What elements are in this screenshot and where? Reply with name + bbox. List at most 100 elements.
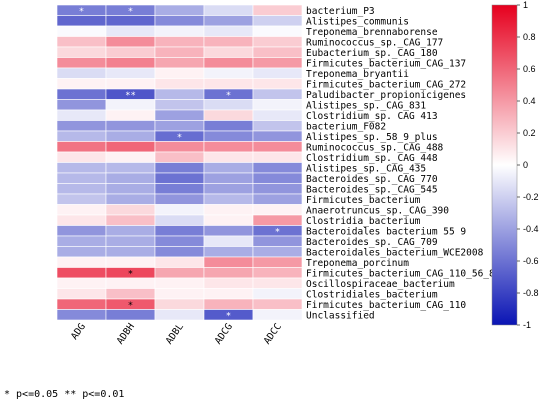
- heatmap-cell: [154, 204, 205, 216]
- heatmap-cell: [154, 183, 205, 195]
- heatmap-cell: [252, 25, 303, 37]
- significance-mark: *: [128, 301, 133, 311]
- heatmap-cell: [154, 36, 205, 48]
- heatmap-cell: [252, 267, 303, 279]
- heatmap-cell: [105, 78, 156, 90]
- heatmap-cell: [203, 57, 254, 69]
- row-label: Treponema_bryantii: [306, 69, 409, 80]
- colorbar-tick-label: 0.8: [523, 32, 536, 42]
- heatmap-cell: [203, 141, 254, 153]
- row-label: Ruminococcus_sp._CAG_488: [306, 142, 444, 153]
- row-label: Treponema_brennaborense: [306, 27, 438, 38]
- heatmap-cell: [154, 246, 205, 258]
- heatmap-cell: [252, 151, 303, 163]
- heatmap-cell: [154, 67, 205, 79]
- heatmap-cell: [203, 78, 254, 90]
- heatmap-cell: [105, 36, 156, 48]
- heatmap-cell: [105, 288, 156, 300]
- heatmap-cell: [154, 15, 205, 27]
- heatmap-cell: [56, 214, 107, 226]
- heatmap-cell: [203, 67, 254, 79]
- heatmap-cell: [252, 288, 303, 300]
- heatmap-cell: [56, 46, 107, 58]
- row-label: Treponema_porcinum: [306, 258, 409, 269]
- heatmap-cell: [56, 78, 107, 90]
- heatmap-cell: [203, 235, 254, 247]
- colorbar-tick-label: -0.2: [523, 192, 539, 202]
- heatmap-cell: [252, 130, 303, 142]
- row-label: Oscillospiraceae_bacterium: [306, 279, 455, 290]
- heatmap-cell: [105, 204, 156, 216]
- heatmap-cell: [154, 151, 205, 163]
- heatmap-cell: [105, 109, 156, 121]
- heatmap-cell: [105, 225, 156, 237]
- row-label: Paludibacter_propionicigenes: [306, 90, 466, 101]
- row-label: Firmicutes_bacterium_CAG_137: [306, 58, 466, 69]
- heatmap-cell: [154, 214, 205, 226]
- heatmap-cell: [105, 67, 156, 79]
- heatmap-cell: [105, 172, 156, 184]
- row-label: Clostridium_sp._CAG_448: [306, 153, 438, 164]
- heatmap-cell: [154, 99, 205, 111]
- row-label: Ruminococcus_sp._CAG_177: [306, 37, 443, 48]
- colorbar-tick-label: 0.6: [523, 64, 536, 74]
- heatmap-cell: [56, 36, 107, 48]
- heatmap-cell: [105, 57, 156, 69]
- colorbar-tick-label: -1: [523, 320, 531, 330]
- heatmap-cell: [203, 130, 254, 142]
- heatmap-cell: [203, 256, 254, 268]
- heatmap-cell: [56, 246, 107, 258]
- significance-mark: *: [128, 269, 133, 279]
- heatmap-cell: [252, 57, 303, 69]
- heatmap-cell: [154, 309, 205, 321]
- heatmap-cell: [105, 130, 156, 142]
- heatmap-cell: [203, 15, 254, 27]
- significance-mark: *: [275, 227, 280, 237]
- column-label: ADCG: [213, 321, 235, 346]
- heatmap-cell: [56, 193, 107, 205]
- heatmap-cell: [203, 25, 254, 37]
- heatmap-cell: [252, 277, 303, 289]
- heatmap-cell: [203, 246, 254, 258]
- heatmap-cell: [252, 120, 303, 132]
- heatmap-cell: [252, 298, 303, 310]
- significance-mark: *: [128, 7, 133, 17]
- heatmap-cell: [105, 46, 156, 58]
- heatmap-cell: [154, 267, 205, 279]
- heatmap-cell: [154, 46, 205, 58]
- heatmap-cell: [56, 99, 107, 111]
- heatmap-cell: [203, 193, 254, 205]
- heatmap-cell: [154, 172, 205, 184]
- heatmap-cell: [203, 99, 254, 111]
- heatmap-cell: [56, 151, 107, 163]
- heatmap-cell: [56, 235, 107, 247]
- heatmap-cell: [56, 88, 107, 100]
- heatmap-cell: [154, 256, 205, 268]
- heatmap-cell: [154, 288, 205, 300]
- heatmap-cell: [203, 151, 254, 163]
- heatmap-cell: [154, 57, 205, 69]
- heatmap-cell: [56, 130, 107, 142]
- heatmap-cell: [56, 57, 107, 69]
- heatmap-cell: [203, 109, 254, 121]
- colorbar: [491, 4, 518, 326]
- heatmap-cell: [56, 183, 107, 195]
- heatmap-cell: [105, 246, 156, 258]
- heatmap-cell: [56, 267, 107, 279]
- heatmap-cell: [154, 4, 205, 16]
- heatmap-cell: [56, 109, 107, 121]
- heatmap-cell: [56, 25, 107, 37]
- colorbar-tick-label: 0.4: [523, 96, 536, 106]
- heatmap-cell: [203, 172, 254, 184]
- heatmap-cell: [252, 235, 303, 247]
- heatmap-cell: [252, 46, 303, 58]
- heatmap-cell: [252, 36, 303, 48]
- heatmap-cell: [105, 99, 156, 111]
- row-label: Anaerotruncus_sp._CAG_390: [306, 205, 449, 216]
- heatmap-cell: [105, 151, 156, 163]
- row-label: bacterium_F082: [306, 121, 386, 132]
- significance-mark: **: [125, 91, 136, 101]
- row-label: Unclassified: [306, 310, 375, 321]
